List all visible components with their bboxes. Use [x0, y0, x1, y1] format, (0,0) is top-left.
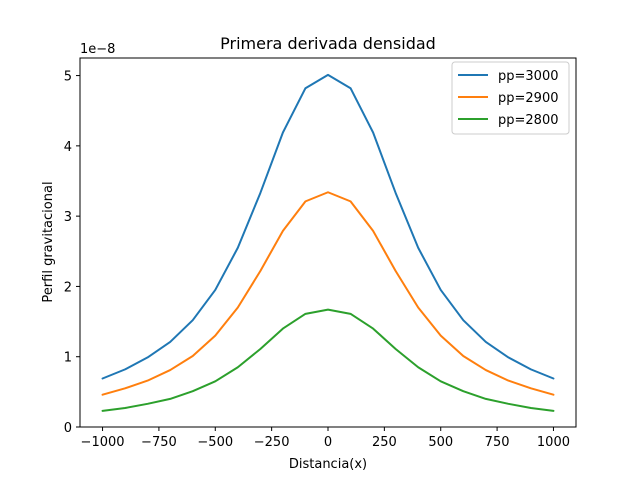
y-axis-label: Perfil gravitacional — [41, 181, 56, 302]
x-tick-label: 250 — [372, 435, 397, 450]
series-layer — [101, 73, 555, 412]
x-axis-label: Distancia(x) — [289, 457, 367, 472]
x-tick-label: −750 — [141, 435, 177, 450]
y-tick-label: 0 — [64, 421, 72, 436]
x-tick-label: 1000 — [537, 435, 570, 450]
x-axis: −1000 −750 −500 −250 0 250 500 750 1000 — [81, 427, 570, 450]
y-axis: 0 1 2 3 4 5 — [64, 70, 80, 436]
legend: pp=3000 pp=2900 pp=2800 — [451, 61, 570, 135]
x-tick-label: 500 — [428, 435, 453, 450]
y-offset-text: 1e−8 — [80, 42, 115, 57]
x-tick-label: 750 — [485, 435, 510, 450]
legend-label-0: pp=3000 — [498, 69, 558, 84]
legend-box — [451, 61, 570, 135]
y-tick-label: 1 — [64, 351, 72, 366]
chart-title: Primera derivada densidad — [220, 34, 436, 53]
legend-label-2: pp=2800 — [498, 113, 558, 128]
y-tick-label: 2 — [64, 280, 72, 295]
x-tick-label: −500 — [197, 435, 233, 450]
y-tick-label: 3 — [64, 210, 72, 225]
x-tick-label: −1000 — [81, 435, 125, 450]
y-tick-label: 5 — [64, 70, 72, 85]
series-line-0 — [101, 73, 555, 380]
y-tick-label: 4 — [64, 140, 72, 155]
x-tick-label: −250 — [254, 435, 290, 450]
series-line-2 — [101, 308, 555, 412]
series-line-1 — [101, 191, 555, 396]
legend-label-1: pp=2900 — [498, 91, 558, 106]
x-tick-label: 0 — [324, 435, 332, 450]
